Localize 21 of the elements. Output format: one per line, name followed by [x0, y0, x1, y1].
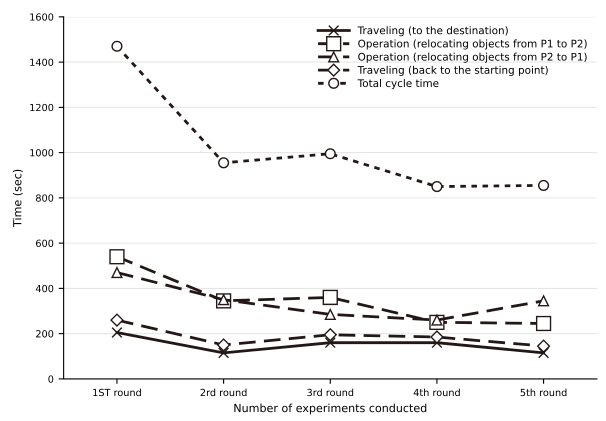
- legend-label: Operation (relocating objects from P1 to P2): [358, 39, 587, 50]
- y-tick-label: 800: [36, 194, 54, 202]
- y-tick-label: 0: [48, 375, 54, 383]
- x-tick-label: 2rd round: [200, 388, 246, 396]
- legend-label: Operation (relocating objects from P2 to P1): [358, 52, 587, 63]
- y-axis-title: Time (sec): [12, 170, 23, 227]
- x-tick-label: 5th round: [520, 388, 566, 396]
- legend-label: Traveling (back to the starting point): [358, 66, 548, 76]
- y-tick-label: 1400: [30, 58, 54, 66]
- y-tick-label: 1600: [30, 13, 54, 21]
- y-tick-label: 200: [36, 330, 54, 338]
- x-tick-label: 1ST round: [93, 388, 141, 396]
- legend-label: Total cycle time: [358, 79, 438, 90]
- y-tick-label: 400: [36, 284, 54, 292]
- x-tick-label: 3rd round: [307, 388, 354, 396]
- x-axis-title: Number of experiments conducted: [234, 404, 426, 414]
- y-tick-label: 600: [36, 240, 54, 247]
- y-tick-label: 1200: [30, 104, 54, 112]
- y-tick-label: 1000: [30, 149, 54, 156]
- x-tick-label: 4th round: [414, 388, 460, 396]
- legend-label: Traveling (to the destination): [358, 26, 508, 36]
